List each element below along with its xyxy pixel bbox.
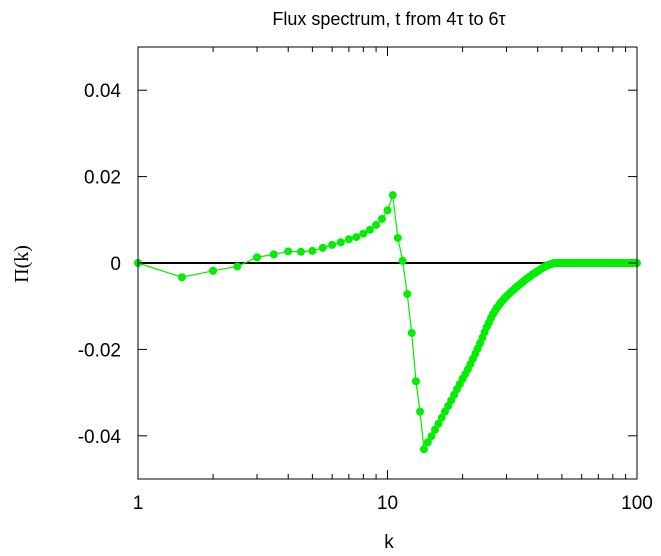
data-point xyxy=(344,235,353,244)
data-point xyxy=(437,413,446,422)
series-layer xyxy=(134,191,641,454)
data-point xyxy=(253,253,262,262)
y-tick-label: 0 xyxy=(110,254,121,275)
y-axis-label: Π(k) xyxy=(11,245,33,283)
data-point xyxy=(411,377,420,386)
data-point xyxy=(377,214,386,223)
data-point xyxy=(296,247,305,256)
data-point xyxy=(403,290,412,299)
y-ticks: 0.04 0.02 0 -0.02 -0.04 xyxy=(78,81,637,448)
data-point xyxy=(419,445,428,454)
y-tick-label: -0.02 xyxy=(78,340,121,361)
data-point xyxy=(269,250,278,259)
data-point xyxy=(328,240,337,249)
chart-title: Flux spectrum, t from 4τ to 6τ xyxy=(272,9,505,29)
data-point xyxy=(416,407,425,416)
data-point xyxy=(359,229,368,238)
x-tick-label: 1 xyxy=(133,493,144,514)
x-ticks: 1 10 100 xyxy=(133,47,653,514)
data-point xyxy=(318,243,327,252)
data-point xyxy=(308,246,317,255)
x-tick-label: 10 xyxy=(377,493,398,514)
data-point xyxy=(393,233,402,242)
data-point xyxy=(177,273,186,282)
data-point xyxy=(383,206,392,215)
data-point xyxy=(233,262,242,271)
data-point xyxy=(372,220,381,229)
data-point xyxy=(365,225,374,234)
data-point xyxy=(430,425,439,434)
data-point xyxy=(352,233,361,242)
data-point xyxy=(407,328,416,337)
y-tick-label: -0.04 xyxy=(78,427,122,448)
data-point xyxy=(284,247,293,256)
data-point xyxy=(427,432,436,441)
data-point xyxy=(209,266,218,275)
data-point xyxy=(434,419,443,428)
y-tick-label: 0.02 xyxy=(84,168,121,189)
data-point xyxy=(388,191,397,200)
y-tick-label: 0.04 xyxy=(84,81,121,102)
x-axis-label: k xyxy=(384,532,394,553)
data-point xyxy=(398,256,407,265)
data-point xyxy=(423,438,432,447)
x-tick-label: 100 xyxy=(621,493,653,514)
data-point xyxy=(336,238,345,247)
